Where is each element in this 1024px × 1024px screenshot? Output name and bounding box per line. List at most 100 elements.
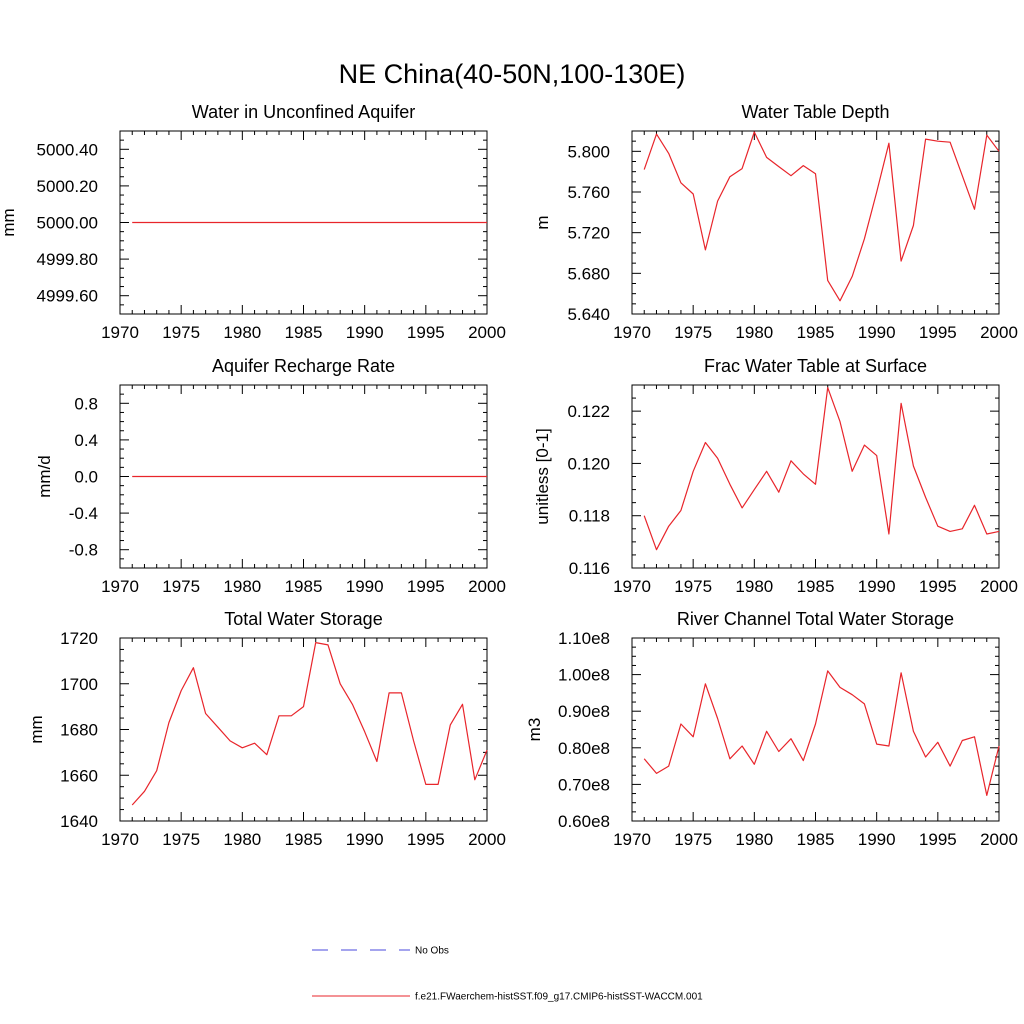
x-tick-label: 1970: [613, 830, 651, 849]
x-tick-label: 1970: [101, 577, 139, 596]
y-axis-label: m3: [525, 718, 544, 742]
y-tick-label: 1700: [60, 675, 98, 694]
y-tick-label: 0.60e8: [558, 812, 610, 831]
x-tick-label: 1995: [919, 577, 957, 596]
y-axis-label: m: [533, 215, 552, 229]
chart-panel-water-table-depth: Water Table Depth 1970 1975 1980 1985 1990 199…: [533, 102, 1018, 342]
x-tick-label: 1980: [223, 323, 261, 342]
y-tick-label: 1680: [60, 721, 98, 740]
x-tick-label: 1975: [674, 577, 712, 596]
panel-title: Water in Unconfined Aquifer: [192, 102, 415, 122]
y-tick-label: 5.720: [567, 224, 610, 243]
x-tick-label: 1995: [407, 577, 445, 596]
x-tick-label: 2000: [980, 577, 1018, 596]
panel-1-layer: Water Table Depth 1970 1975 1980 1985 1990 199…: [533, 102, 1018, 342]
y-tick-label: 0.120: [567, 454, 610, 473]
panel-5-layer: River Channel Total Water Storage 1970 197…: [525, 609, 1018, 849]
y-tick-label: -0.4: [69, 504, 98, 523]
x-tick-label: 1980: [735, 323, 773, 342]
x-tick-label: 1985: [797, 830, 835, 849]
chart-panel-total-water-storage: Total Water Storage 1970 1975 1980 1985 1990 1…: [27, 609, 506, 849]
chart-panel-frac-water-table: Frac Water Table at Surface 1970 1975 1980 1…: [533, 356, 1018, 596]
x-tick-label: 1985: [285, 577, 323, 596]
y-tick-label: 0.0: [74, 468, 98, 487]
y-tick-label: 5000.00: [37, 214, 98, 233]
panel-title: Total Water Storage: [224, 609, 382, 629]
x-tick-label: 1980: [223, 830, 261, 849]
panel-3-layer: Frac Water Table at Surface 1970 1975 1980 1…: [533, 356, 1018, 596]
x-tick-label: 1970: [613, 323, 651, 342]
y-tick-label: 0.4: [74, 431, 98, 450]
x-tick-label: 2000: [468, 323, 506, 342]
x-tick-label: 1990: [858, 323, 896, 342]
y-tick-label: 1660: [60, 766, 98, 785]
chart-panel-aquifer-recharge: Aquifer Recharge Rate 1970 1975 1980 1985 199…: [35, 356, 506, 596]
x-tick-label: 1990: [858, 577, 896, 596]
x-tick-label: 1990: [858, 830, 896, 849]
panel-2-layer: Aquifer Recharge Rate 1970 1975 1980 1985 199…: [35, 356, 506, 596]
x-tick-label: 1985: [285, 323, 323, 342]
page-title: NE China(40-50N,100-130E): [339, 59, 686, 89]
x-tick-label: 1985: [285, 830, 323, 849]
panel-title: Aquifer Recharge Rate: [212, 356, 395, 376]
legend: No Obs f.e21.FWaerchem-histSST.f09_g17.C…: [312, 946, 703, 1003]
y-tick-label: 0.8: [74, 394, 98, 413]
y-tick-label: 5.800: [567, 142, 610, 161]
x-tick-label: 1975: [674, 323, 712, 342]
x-tick-label: 1995: [919, 830, 957, 849]
series-line: [643, 387, 1000, 551]
series-line: [643, 670, 1000, 797]
x-tick-label: 1975: [162, 830, 200, 849]
x-tick-label: 1985: [797, 323, 835, 342]
plot-frame: [119, 637, 488, 822]
y-tick-label: 1.00e8: [558, 666, 610, 685]
y-tick-label: 0.70e8: [558, 775, 610, 794]
x-tick-label: 1995: [407, 323, 445, 342]
y-tick-label: 5.680: [567, 264, 610, 283]
legend-obs-label: No Obs: [415, 946, 449, 957]
x-tick-label: 1980: [223, 577, 261, 596]
y-tick-label: 5.640: [567, 305, 610, 324]
plot-frame: [631, 130, 1000, 315]
y-tick-label: 5000.20: [37, 177, 98, 196]
plot-frame: [631, 637, 1000, 822]
x-tick-label: 1995: [919, 323, 957, 342]
y-tick-label: 0.116: [569, 559, 610, 578]
panel-title: River Channel Total Water Storage: [677, 609, 954, 629]
y-tick-label: 4999.80: [37, 250, 98, 269]
x-tick-label: 1970: [613, 577, 651, 596]
y-tick-label: 1720: [60, 629, 98, 648]
chart-panel-river-channel-storage: River Channel Total Water Storage 1970 197…: [525, 609, 1018, 849]
series-line: [131, 641, 488, 806]
x-tick-label: 2000: [468, 830, 506, 849]
y-axis-label: mm: [27, 715, 46, 743]
y-tick-label: 0.90e8: [558, 702, 610, 721]
x-tick-label: 2000: [980, 323, 1018, 342]
y-tick-label: 5.760: [567, 183, 610, 202]
x-tick-label: 1980: [735, 577, 773, 596]
panel-4-layer: Total Water Storage 1970 1975 1980 1985 1990 1…: [27, 609, 506, 849]
y-tick-label: 5000.40: [37, 140, 98, 159]
y-tick-label: 1.10e8: [558, 629, 610, 648]
x-tick-label: 1975: [674, 830, 712, 849]
series-line: [643, 131, 1000, 302]
y-tick-label: -0.8: [69, 541, 98, 560]
x-tick-label: 1990: [346, 323, 384, 342]
x-tick-label: 1990: [346, 830, 384, 849]
x-tick-label: 1975: [162, 577, 200, 596]
legend-model-label: f.e21.FWaerchem-histSST.f09_g17.CMIP6-hi…: [415, 992, 703, 1003]
x-tick-label: 2000: [468, 577, 506, 596]
y-tick-label: 1640: [60, 812, 98, 831]
chart-panel-water-aquifer: Water in Unconfined Aquifer 1970 1975 1980 1…: [0, 102, 506, 342]
y-tick-label: 0.118: [569, 507, 610, 526]
panel-0-layer: Water in Unconfined Aquifer 1970 1975 1980 1…: [0, 102, 506, 342]
x-tick-label: 1995: [407, 830, 445, 849]
panel-title: Frac Water Table at Surface: [704, 356, 927, 376]
y-axis-label: mm: [0, 208, 18, 236]
x-tick-label: 1970: [101, 323, 139, 342]
x-tick-label: 2000: [980, 830, 1018, 849]
y-axis-label: unitless [0-1]: [533, 428, 552, 524]
panel-title: Water Table Depth: [741, 102, 889, 122]
y-tick-label: 4999.60: [37, 287, 98, 306]
